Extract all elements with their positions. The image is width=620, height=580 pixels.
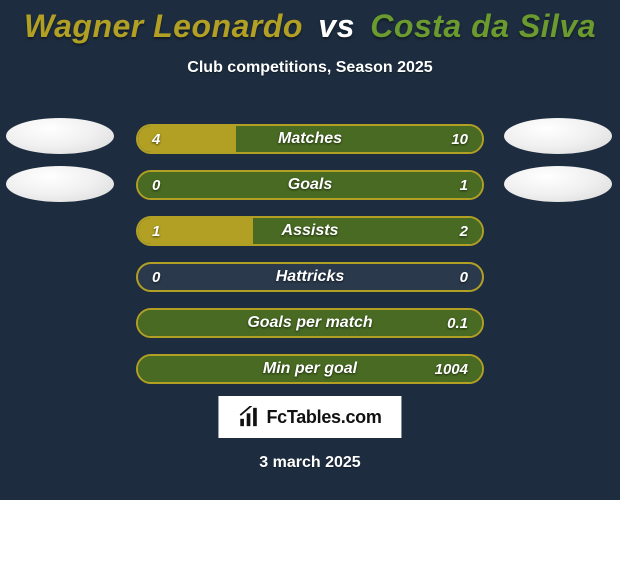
- date-label: 3 march 2025: [0, 454, 620, 472]
- brand-logo: FcTables.com: [218, 396, 401, 438]
- stat-label: Min per goal: [138, 356, 482, 382]
- avatar: [504, 118, 612, 154]
- avatar: [504, 166, 612, 202]
- stat-label: Goals per match: [138, 310, 482, 336]
- comparison-card: Wagner Leonardo vs Costa da Silva Club c…: [0, 0, 620, 500]
- stat-label: Hattricks: [138, 264, 482, 290]
- stat-label: Assists: [138, 218, 482, 244]
- stat-row: 0.1Goals per match: [136, 308, 484, 338]
- stat-row: 01Goals: [136, 170, 484, 200]
- brand-text: FcTables.com: [266, 407, 381, 428]
- avatars-left: [6, 118, 116, 214]
- stats-container: 410Matches 01Goals 12Assists 00Hattricks 0.1…: [136, 124, 484, 384]
- avatar: [6, 118, 114, 154]
- stat-label: Matches: [138, 126, 482, 152]
- stat-row: 12Assists: [136, 216, 484, 246]
- vs-label: vs: [318, 8, 355, 44]
- chart-icon: [238, 406, 260, 428]
- stat-row: 1004Min per goal: [136, 354, 484, 384]
- player2-name: Costa da Silva: [370, 8, 596, 44]
- player1-name: Wagner Leonardo: [24, 8, 303, 44]
- stat-row: 00Hattricks: [136, 262, 484, 292]
- stat-label: Goals: [138, 172, 482, 198]
- stat-row: 410Matches: [136, 124, 484, 154]
- subtitle: Club competitions, Season 2025: [0, 59, 620, 77]
- page-title: Wagner Leonardo vs Costa da Silva: [0, 0, 620, 45]
- avatar: [6, 166, 114, 202]
- avatars-right: [504, 118, 614, 214]
